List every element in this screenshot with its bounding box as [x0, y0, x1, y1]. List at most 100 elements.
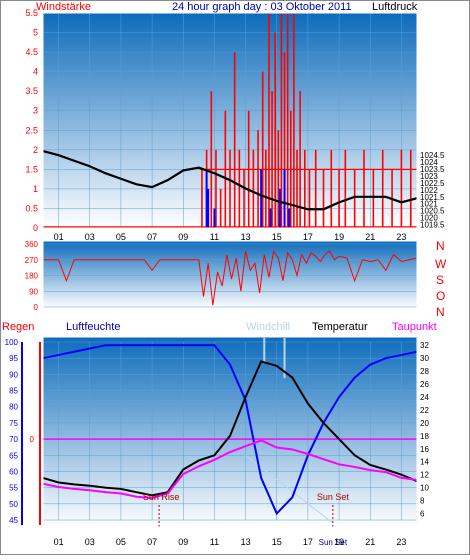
hour-label-top: 11 — [210, 232, 219, 242]
hour-label-top: 03 — [85, 232, 95, 242]
direction-label-n-top: N — [436, 239, 445, 253]
header-wind-label: Windstärke — [36, 1, 91, 13]
hour-label-top: 13 — [241, 232, 251, 242]
tick-label-temperature: 8 — [420, 497, 425, 506]
tick-label-direction: 360 — [25, 240, 39, 249]
tick-label-humidity: 70 — [9, 435, 18, 444]
tick-label-temperature: 16 — [420, 445, 429, 454]
tick-label-humidity: 85 — [9, 387, 18, 396]
dewpoint-line — [42, 439, 418, 500]
tick-label-wind: 3 — [33, 106, 38, 116]
panel-frame-middle — [42, 240, 418, 309]
tick-label-humidity: 55 — [9, 484, 18, 493]
tick-label-wind: 2.5 — [25, 125, 38, 135]
pressure-line — [42, 149, 418, 211]
hour-label-bottom: 03 — [85, 537, 95, 547]
tick-label-humidity: 100 — [5, 338, 19, 347]
temperature-line — [42, 360, 418, 497]
tick-label-pressure: 1019.5 — [420, 221, 445, 230]
tick-label-pressure: 1024 — [420, 158, 438, 167]
hour-label-top: 19 — [334, 232, 344, 242]
tick-label-wind: 5.5 — [25, 8, 38, 18]
tick-label-pressure: 1022 — [420, 186, 438, 195]
tick-label-wind: 4 — [33, 67, 38, 77]
wind-direction-line — [43, 249, 418, 306]
hour-label-bottom: 13 — [241, 537, 251, 547]
sun-rise-label: Sun Rise — [143, 492, 180, 502]
hour-label-bottom: 07 — [147, 537, 157, 547]
tick-label-pressure: 1023.5 — [420, 165, 445, 174]
hour-label-top: 21 — [365, 232, 375, 242]
rain-value-label: 0 — [30, 435, 35, 444]
tick-label-direction: 0 — [34, 303, 39, 312]
humidity-temp-plot-area — [43, 337, 417, 527]
tick-label-direction: 180 — [25, 272, 39, 281]
tick-label-temperature: 12 — [420, 471, 429, 480]
tick-label-temperature: 20 — [420, 419, 429, 428]
hour-label-bottom: 01 — [54, 537, 64, 547]
tick-label-pressure: 1024.5 — [420, 151, 445, 160]
tick-label-pressure: 1020.5 — [420, 207, 445, 216]
tick-label-temperature: 32 — [420, 341, 429, 350]
tick-label-wind: 0 — [33, 223, 38, 233]
tick-label-temperature: 24 — [420, 393, 429, 402]
direction-label-s: S — [436, 273, 444, 287]
tick-label-humidity: 60 — [9, 467, 18, 476]
hour-label-bottom: 21 — [365, 537, 375, 547]
hour-label-top: 17 — [303, 232, 313, 242]
panel-frame-bottom — [42, 336, 418, 528]
tick-label-humidity: 45 — [9, 516, 18, 525]
hour-label-top: 07 — [147, 232, 157, 242]
chart-title: 24 hour graph day : 03 Oktober 2011 — [172, 1, 352, 13]
tick-label-pressure: 1023 — [420, 172, 438, 181]
tick-label-humidity: 80 — [9, 403, 18, 412]
legend-rain: Regen — [2, 321, 34, 333]
tick-label-wind: 1 — [33, 184, 38, 194]
legend-dewpoint: Taupunkt — [392, 321, 437, 333]
hour-label-bottom: 05 — [116, 537, 126, 547]
sunset-diagonal — [245, 454, 334, 524]
direction-label-o: O — [436, 289, 445, 303]
direction-label-n-bottom: N — [436, 305, 445, 319]
tick-label-wind: 1.5 — [25, 164, 38, 174]
tick-label-wind: 4.5 — [25, 47, 38, 57]
tick-label-temperature: 6 — [420, 510, 425, 519]
tick-label-humidity: 65 — [9, 451, 18, 460]
tick-label-humidity: 75 — [9, 419, 18, 428]
hour-label-top: 01 — [54, 232, 64, 242]
tick-label-wind: 5 — [33, 28, 38, 38]
sun-set-label: Sun Set — [317, 492, 350, 502]
legend-humidity: Luftfeuchte — [66, 321, 120, 333]
legend-temperature: Temperatur — [312, 321, 368, 333]
chart-marks: 00.511.522.533.544.555.51019.510201020.5… — [5, 8, 445, 547]
tick-label-pressure: 1020 — [420, 214, 438, 223]
tick-label-temperature: 26 — [420, 380, 429, 389]
panel-frame-top — [42, 12, 418, 229]
tick-label-temperature: 28 — [420, 367, 429, 376]
hour-label-top: 05 — [116, 232, 126, 242]
hour-label-bottom: 23 — [396, 537, 406, 547]
tick-label-humidity: 50 — [9, 500, 18, 509]
hour-label-bottom: 17 — [303, 537, 313, 547]
tick-label-temperature: 22 — [420, 406, 429, 415]
tick-label-direction: 90 — [29, 287, 38, 296]
tick-label-temperature: 14 — [420, 458, 429, 467]
tick-label-temperature: 30 — [420, 354, 429, 363]
tick-label-pressure: 1021 — [420, 200, 438, 209]
tick-label-wind: 0.5 — [25, 203, 38, 213]
tick-label-pressure: 1022.5 — [420, 179, 445, 188]
tick-label-humidity: 90 — [9, 370, 18, 379]
tick-label-temperature: 10 — [420, 484, 429, 493]
tick-label-humidity: 95 — [9, 354, 18, 363]
tick-label-wind: 2 — [33, 145, 38, 155]
hour-label-bottom: 15 — [272, 537, 282, 547]
humidity-line — [42, 344, 418, 516]
hour-label-top: 23 — [396, 232, 406, 242]
legend-windchill: Windchill — [246, 321, 290, 333]
hour-label-top: 15 — [272, 232, 282, 242]
hour-label-bottom: 19 — [334, 537, 344, 547]
sun-set-axis-label: Sun Set — [319, 538, 348, 547]
tick-label-direction: 270 — [25, 256, 39, 265]
